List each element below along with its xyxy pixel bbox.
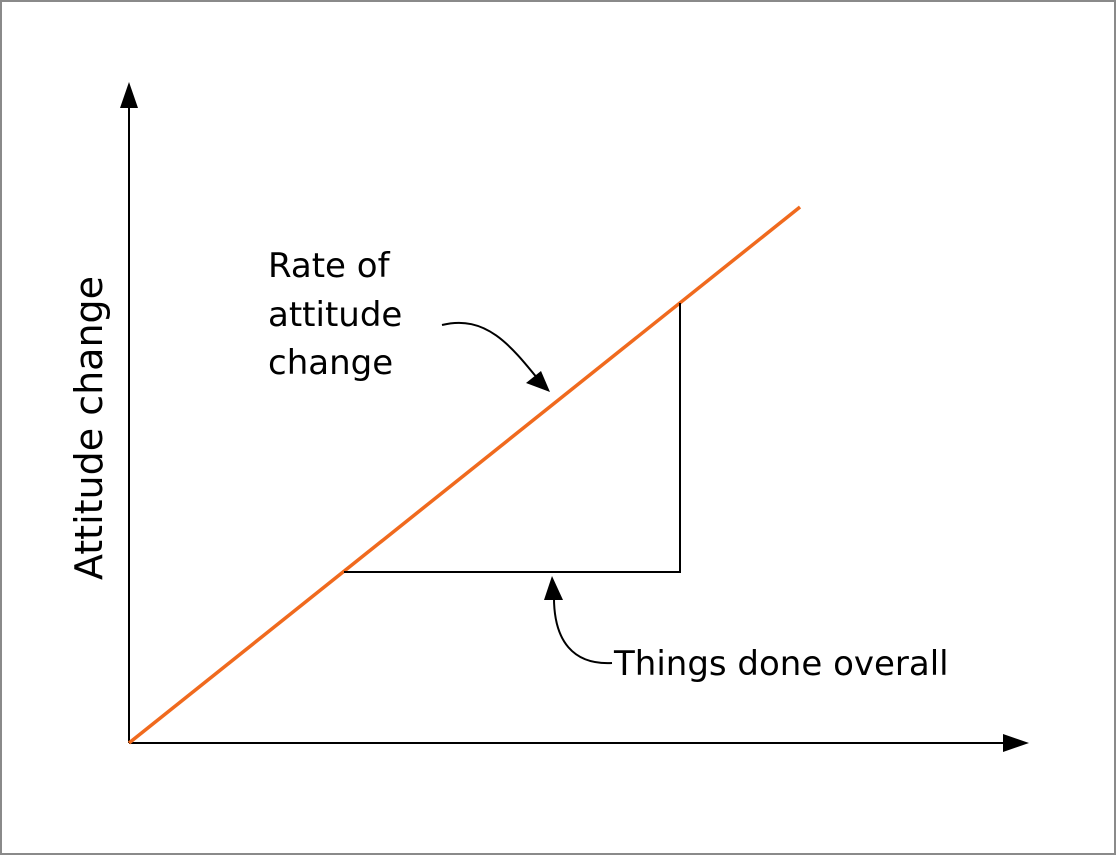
rate-pointer-arrowhead: [526, 371, 550, 392]
x-axis-arrowhead: [1003, 734, 1029, 752]
slope-triangle: [344, 303, 681, 573]
slope-label-line2: attitude: [268, 295, 402, 335]
slope-label-line3: change: [268, 343, 393, 383]
rate-line: [127, 205, 802, 745]
run-label: Things done overall: [613, 644, 949, 684]
y-axis-arrowhead: [120, 82, 138, 108]
run-pointer-arrow: [552, 593, 613, 665]
slope-label-line1: Rate of: [268, 246, 391, 286]
rate-pointer-arrow: [441, 321, 543, 385]
y-axis-title: Attitude change: [67, 276, 111, 580]
run-pointer-arrowhead: [544, 576, 563, 600]
